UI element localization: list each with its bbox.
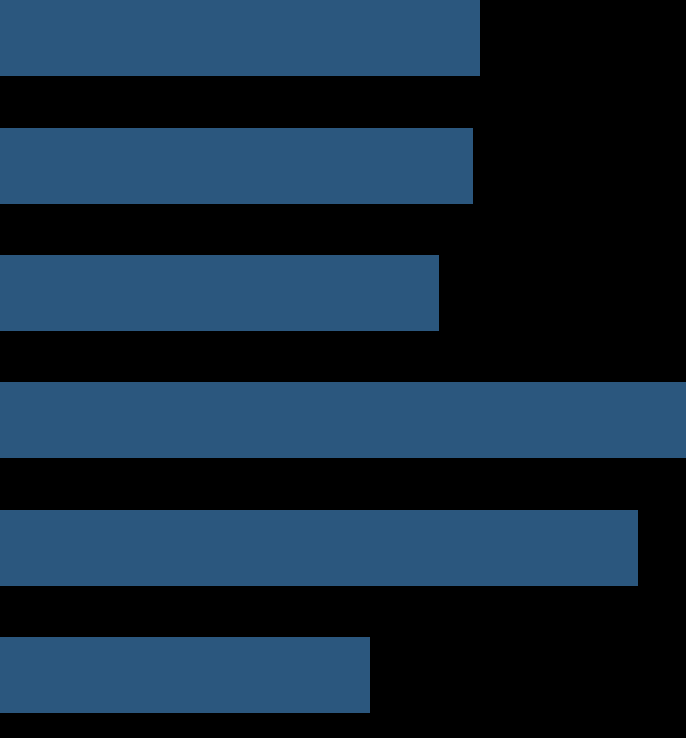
bar-2 xyxy=(0,128,473,204)
bar-6 xyxy=(0,637,370,713)
bar-5 xyxy=(0,510,638,586)
bar-chart xyxy=(0,0,686,738)
bar-3 xyxy=(0,255,439,331)
bar-1 xyxy=(0,0,480,76)
bar-4 xyxy=(0,382,686,458)
